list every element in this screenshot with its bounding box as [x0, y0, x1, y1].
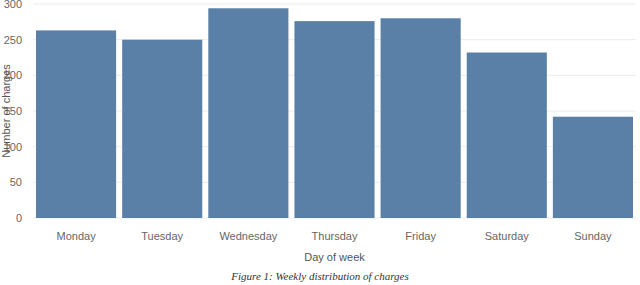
bar [294, 21, 374, 218]
x-axis: Monday Tuesday Wednesday Thursday Friday Satu… [57, 230, 613, 242]
chart-svg: 050100150200250300MondayTuesdayWednesday… [0, 0, 640, 285]
x-tick-label: Saturday [485, 230, 530, 242]
y-axis: 050100150200250300 [4, 0, 636, 224]
x-axis-label: Day of week [304, 251, 365, 263]
y-tick-label: 250 [4, 34, 22, 46]
bar [467, 53, 547, 218]
grid-line [33, 4, 636, 5]
x-tick-label: Monday [57, 230, 97, 242]
bar [381, 18, 461, 218]
y-axis-label: Number of charges [0, 64, 12, 158]
y-tick-label: 300 [4, 0, 22, 10]
caption: Figure 1: Weekly distribution of charges [230, 270, 409, 282]
bar [208, 8, 288, 218]
bar [122, 40, 202, 218]
x-tick-label: Sunday [574, 230, 612, 242]
y-tick-label: 0 [16, 212, 22, 224]
bars [36, 8, 633, 218]
bar [553, 117, 633, 218]
bar [36, 30, 116, 218]
x-tick-label: Wednesday [219, 230, 277, 242]
x-tick-label: Thursday [312, 230, 358, 242]
x-tick-label: Friday [405, 230, 436, 242]
y-tick-label: 50 [10, 176, 22, 188]
x-tick-label: Tuesday [141, 230, 183, 242]
chart-container: 050100150200250300MondayTuesdayWednesday… [0, 0, 640, 285]
